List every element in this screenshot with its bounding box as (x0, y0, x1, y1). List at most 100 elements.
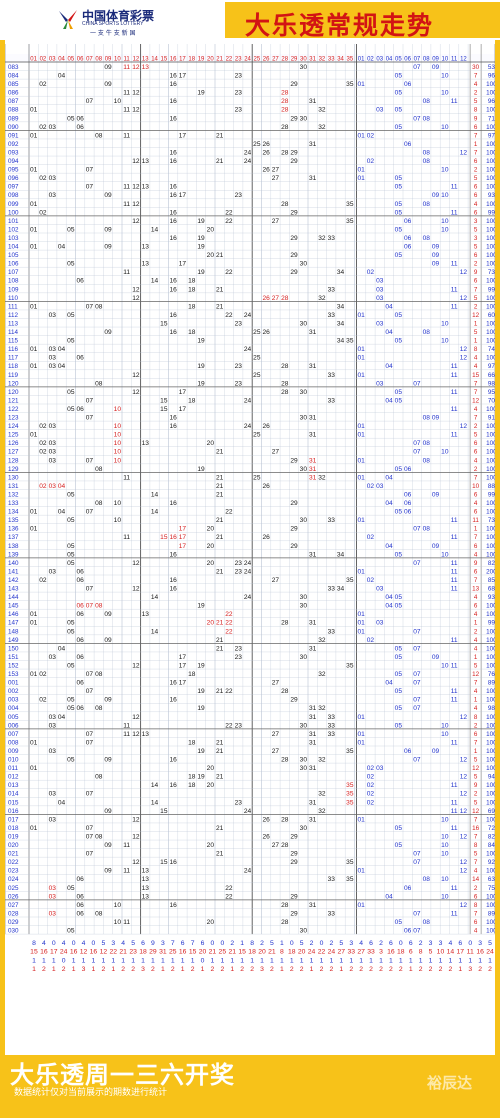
back-header-label: 04 (386, 57, 393, 63)
front-ball: 07 (86, 457, 94, 464)
stat-value: 6 (458, 940, 462, 947)
front-ball: 01 (30, 432, 38, 439)
stat-value: 1 (280, 957, 284, 964)
front-ball: 12 (132, 662, 140, 669)
period-label: 151 (8, 654, 19, 661)
back-header-label: 03 (376, 57, 383, 63)
front-ball: 18 (188, 739, 196, 746)
front-ball: 21 (216, 774, 224, 781)
front-ball: 13 (142, 261, 150, 268)
miss-value: 690 (488, 808, 495, 815)
back-ball: 06 (404, 218, 412, 225)
front-ball: 33 (328, 517, 336, 524)
stat-value: 2 (448, 966, 452, 973)
span-value: 1 (474, 697, 478, 704)
front-ball: 29 (290, 269, 298, 276)
back-ball: 07 (413, 757, 421, 764)
back-ball: 10 (441, 449, 449, 456)
stat-value: 1 (399, 957, 403, 964)
stat-value: 1 (270, 957, 274, 964)
front-ball: 01 (30, 201, 38, 208)
front-ball: 21 (216, 491, 224, 498)
front-ball: 21 (216, 534, 224, 541)
front-ball: 18 (188, 774, 196, 781)
front-ball: 35 (346, 338, 354, 345)
front-ball: 29 (290, 115, 298, 122)
front-ball: 28 (281, 688, 289, 695)
front-ball: 20 (207, 440, 215, 447)
span-value: 5 (474, 799, 478, 806)
table-row: 098030916172309106938 (8, 192, 495, 199)
back-ball: 05 (395, 654, 403, 661)
miss-value: 928 (488, 859, 495, 866)
front-ball: 30 (300, 654, 308, 661)
back-ball: 10 (441, 816, 449, 823)
stat-value: 1 (111, 957, 115, 964)
front-ball: 33 (328, 714, 336, 721)
back-ball: 06 (404, 885, 412, 892)
stat-value: 1 (439, 957, 443, 964)
front-ball: 13 (142, 868, 150, 875)
miss-value: 970 (488, 363, 495, 370)
front-ball: 33 (328, 876, 336, 883)
front-header-label: 06 (77, 57, 84, 63)
front-ball: 22 (225, 611, 233, 618)
back-ball: 11 (451, 363, 458, 370)
stat-value: 1 (409, 966, 413, 973)
stat-value: 1 (280, 940, 284, 947)
front-ball: 05 (67, 115, 75, 122)
front-ball: 25 (253, 141, 261, 148)
front-ball: 26 (262, 816, 270, 823)
period-label: 098 (8, 192, 19, 199)
stat-value: 6 (389, 940, 393, 947)
back-ball: 10 (441, 218, 449, 225)
front-ball: 19 (197, 244, 205, 251)
front-ball: 01 (30, 526, 38, 533)
stat-value: 1 (230, 957, 234, 964)
stat-value: 6 (141, 940, 145, 947)
stat-value: 2 (369, 966, 373, 973)
table-row: 142 02 06 16 27 35 02 11 7 854 (8, 577, 495, 584)
front-ball: 32 (318, 791, 326, 798)
front-ball: 06 (76, 577, 84, 584)
front-ball: 02 (39, 483, 47, 490)
span-value: 4 (474, 594, 478, 601)
stat-value: 10 (437, 949, 445, 956)
back-ball: 05 (395, 209, 403, 216)
back-ball: 11 (451, 534, 458, 541)
back-ball: 11 (451, 209, 458, 216)
back-ball: 11 (451, 98, 458, 105)
front-ball: 35 (346, 859, 354, 866)
span-value: 4 (474, 928, 478, 935)
stat-value: 2 (429, 966, 433, 973)
front-ball: 07 (86, 833, 94, 840)
back-ball: 07 (413, 859, 421, 866)
front-ball: 16 (169, 423, 177, 430)
front-ball: 19 (197, 269, 205, 276)
stat-value: 1 (201, 966, 205, 973)
front-ball: 03 (49, 483, 57, 490)
front-ball: 07 (86, 303, 94, 310)
back-ball: 04 (385, 680, 393, 687)
front-ball: 07 (86, 184, 94, 191)
back-ball: 12 (460, 774, 468, 781)
front-ball: 03 (49, 893, 57, 900)
front-ball: 33 (328, 731, 336, 738)
back-ball: 10 (441, 731, 449, 738)
miss-value: 994 (488, 286, 495, 293)
front-ball: 20 (207, 526, 215, 533)
